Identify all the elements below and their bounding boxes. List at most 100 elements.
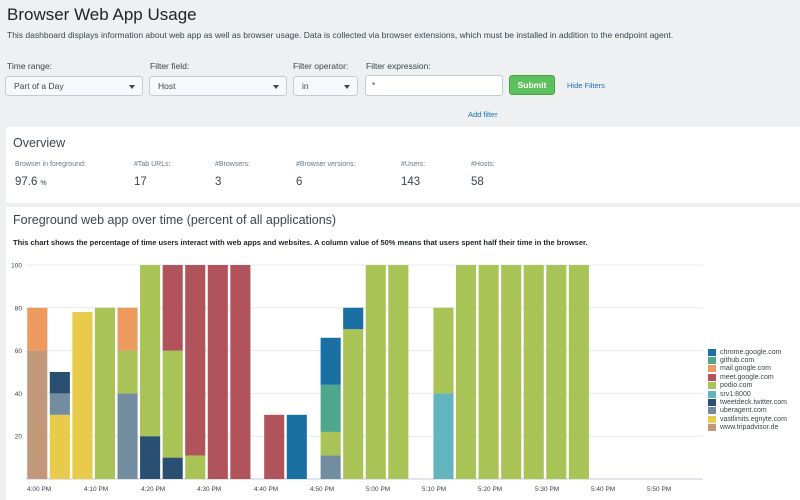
legend-item[interactable]: srv1:8000 [708, 390, 787, 398]
bar-segment [343, 329, 364, 479]
filter-field-value: Host [158, 81, 176, 91]
bar-segment [230, 265, 251, 479]
y-tick-label: 100 [11, 263, 22, 270]
legend-item[interactable]: podio.com [708, 382, 787, 390]
x-tick-label: 5:30 PM [535, 486, 559, 493]
time-range-value: Part of a Day [14, 81, 64, 91]
chevron-down-icon [273, 85, 279, 89]
y-tick-label: 20 [15, 434, 23, 441]
kpi-label: #Users: [401, 161, 426, 168]
bar-segment [264, 414, 285, 479]
legend-label: srv1:8000 [720, 390, 751, 398]
legend-swatch [708, 373, 716, 381]
legend-item[interactable]: uberagent.com [708, 407, 787, 415]
legend-swatch [708, 357, 716, 365]
bar-segment [117, 393, 138, 479]
legend-label: github.com [720, 357, 755, 365]
legend-swatch [708, 399, 716, 407]
kpi-label: #Tab URLs: [134, 161, 171, 168]
legend-swatch [708, 382, 716, 390]
chart-legend: chrome.google.com github.com mail.google.c… [708, 348, 787, 432]
legend-label: podio.com [720, 382, 753, 390]
bar-segment [49, 414, 70, 479]
legend-label: meet.google.com [720, 373, 774, 381]
chevron-down-icon [344, 85, 350, 89]
bar-segment [343, 307, 364, 330]
submit-button[interactable]: Submit [509, 75, 555, 95]
bar-segment [140, 436, 161, 479]
bar-segment [568, 265, 589, 479]
filter-operator-dropdown[interactable]: in [293, 76, 358, 96]
bar-segment [162, 265, 183, 351]
overview-title: Overview [13, 136, 66, 150]
bar-segment [286, 414, 307, 479]
kpi-label: #Browsers: [215, 161, 251, 168]
bar-segment [320, 455, 341, 479]
bar-segment [72, 312, 93, 479]
x-tick-label: 5:40 PM [591, 486, 615, 493]
legend-swatch [708, 348, 716, 356]
bar-segment [117, 350, 138, 394]
kpi-value: 143 [401, 176, 421, 188]
y-tick-label: 40 [15, 391, 23, 398]
time-range-dropdown[interactable]: Part of a Day [5, 76, 143, 96]
legend-label: chrome.google.com [720, 348, 782, 356]
legend-item[interactable]: www.tripadvisor.de [708, 424, 787, 432]
legend-item[interactable]: vastlimits.egnyte.com [708, 415, 787, 423]
bar-segment [27, 350, 48, 479]
legend-swatch [708, 415, 716, 423]
x-tick-label: 4:00 PM [27, 486, 51, 493]
bar-segment [27, 307, 48, 351]
legend-label: uberagent.com [720, 407, 767, 415]
legend-item[interactable]: tweetdeck.twitter.com [708, 398, 787, 407]
bar-segment [456, 265, 477, 479]
x-tick-label: 4:40 PM [254, 486, 278, 493]
legend-label: tweetdeck.twitter.com [720, 399, 787, 407]
kpi-label: #Browser versions: [296, 161, 356, 168]
chart-description: This chart shows the percentage of time … [13, 238, 588, 247]
kpi-value: 6 [296, 176, 303, 188]
legend-item[interactable]: mail.google.com [708, 365, 787, 373]
page-title: Browser Web App Usage [7, 5, 197, 24]
legend-swatch [708, 365, 716, 373]
legend-item[interactable]: github.com [708, 356, 787, 365]
page-description: This dashboard displays information abou… [7, 30, 674, 40]
kpi-label: Browser in foreground: [15, 161, 86, 168]
bar-segment [140, 265, 161, 437]
filter-expression-input[interactable]: * [365, 75, 503, 96]
x-tick-label: 4:10 PM [84, 486, 108, 493]
bar-segment [49, 393, 70, 415]
bar-segment [546, 265, 567, 479]
kpi-label: #Hosts: [471, 161, 495, 168]
chart-panel-title: Foreground web app over time (percent of… [13, 213, 337, 227]
filter-field-label: Filter field: [150, 61, 190, 71]
kpi-value: 58 [471, 176, 484, 188]
x-tick-label: 5:50 PM [647, 486, 671, 493]
overview-panel [6, 127, 800, 203]
x-tick-label: 4:50 PM [310, 486, 334, 493]
bar-segment [523, 265, 544, 479]
legend-swatch [708, 424, 716, 432]
add-filter-link[interactable]: Add filter [468, 110, 498, 119]
legend-item[interactable]: chrome.google.com [708, 348, 787, 356]
bar-segment [94, 307, 116, 479]
kpi-value: 97.6% [15, 176, 47, 188]
filter-operator-label: Filter operator: [293, 61, 349, 71]
x-tick-label: 4:20 PM [141, 486, 165, 493]
bar-segment [433, 393, 454, 479]
bar-segment [49, 372, 70, 394]
hide-filters-link[interactable]: Hide Filters [567, 81, 605, 90]
kpi-value: 17 [134, 176, 147, 188]
x-tick-label: 5:20 PM [478, 486, 502, 493]
legend-item[interactable]: meet.google.com [708, 373, 787, 381]
x-tick-label: 5:00 PM [366, 486, 390, 493]
bar-segment [320, 431, 341, 456]
bar-segment [207, 265, 228, 479]
legend-label: mail.google.com [720, 365, 771, 373]
filter-operator-value: in [302, 81, 309, 91]
legend-swatch [708, 407, 716, 415]
filter-field-dropdown[interactable]: Host [149, 76, 287, 96]
bar-segment [185, 265, 206, 456]
legend-label: vastlimits.egnyte.com [720, 415, 787, 423]
